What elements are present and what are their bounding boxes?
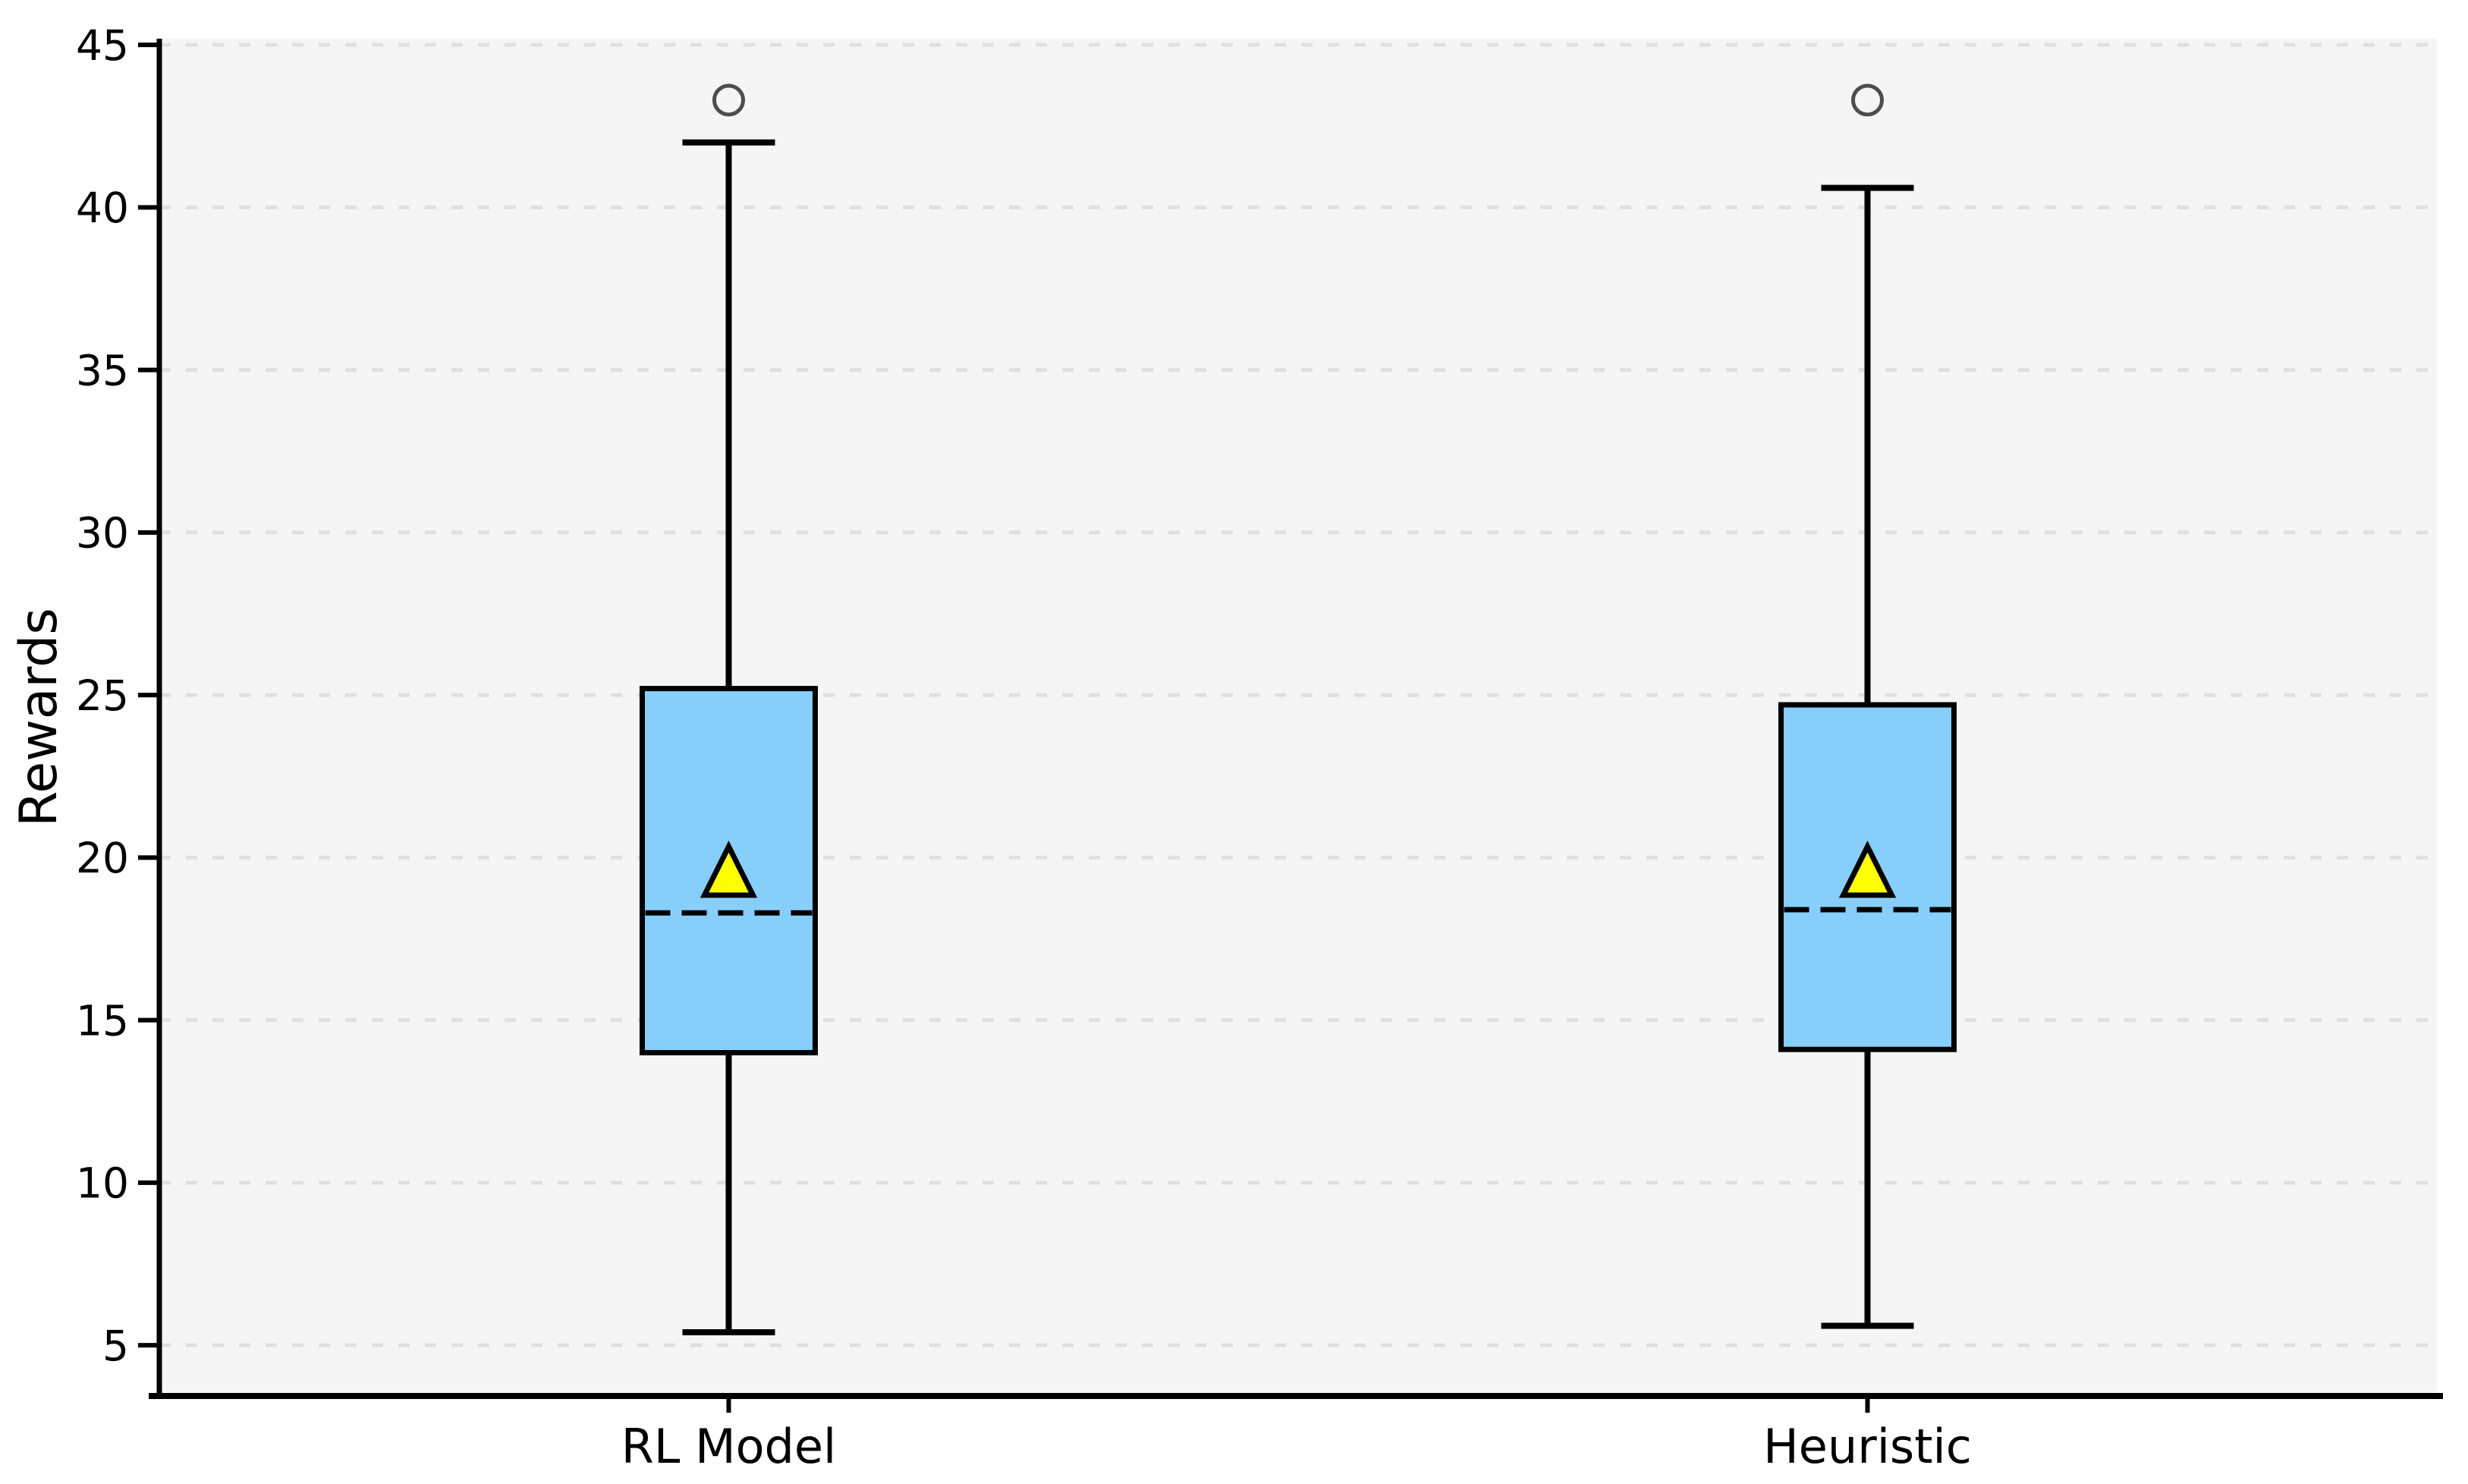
y-tick-label-30: 30: [76, 509, 129, 558]
y-tick-label-45: 45: [76, 21, 129, 70]
y-tick-label-10: 10: [76, 1159, 129, 1208]
y-tick-label-20: 20: [76, 834, 129, 882]
y-tick-label-35: 35: [76, 346, 129, 395]
y-tick-label-5: 5: [102, 1322, 129, 1370]
outlier-marker: [1851, 83, 1884, 117]
y-axis-label: Rewards: [8, 608, 69, 827]
mean-marker: [700, 840, 758, 898]
y-tick-label-40: 40: [76, 184, 129, 232]
outlier-marker: [712, 83, 745, 117]
plot-background: [159, 39, 2437, 1396]
box-group-heuristic: Heuristic: [1763, 83, 1972, 1474]
mean-marker: [1838, 840, 1897, 898]
box-group-rl-model: RL Model: [621, 83, 836, 1474]
y-tick-label-15: 15: [76, 996, 129, 1045]
x-tick-label-heuristic: Heuristic: [1763, 1419, 1972, 1474]
x-tick-label-rl-model: RL Model: [621, 1419, 836, 1474]
y-tick-label-25: 25: [76, 671, 129, 720]
y-axis-label-container: Rewards: [6, 39, 71, 1396]
